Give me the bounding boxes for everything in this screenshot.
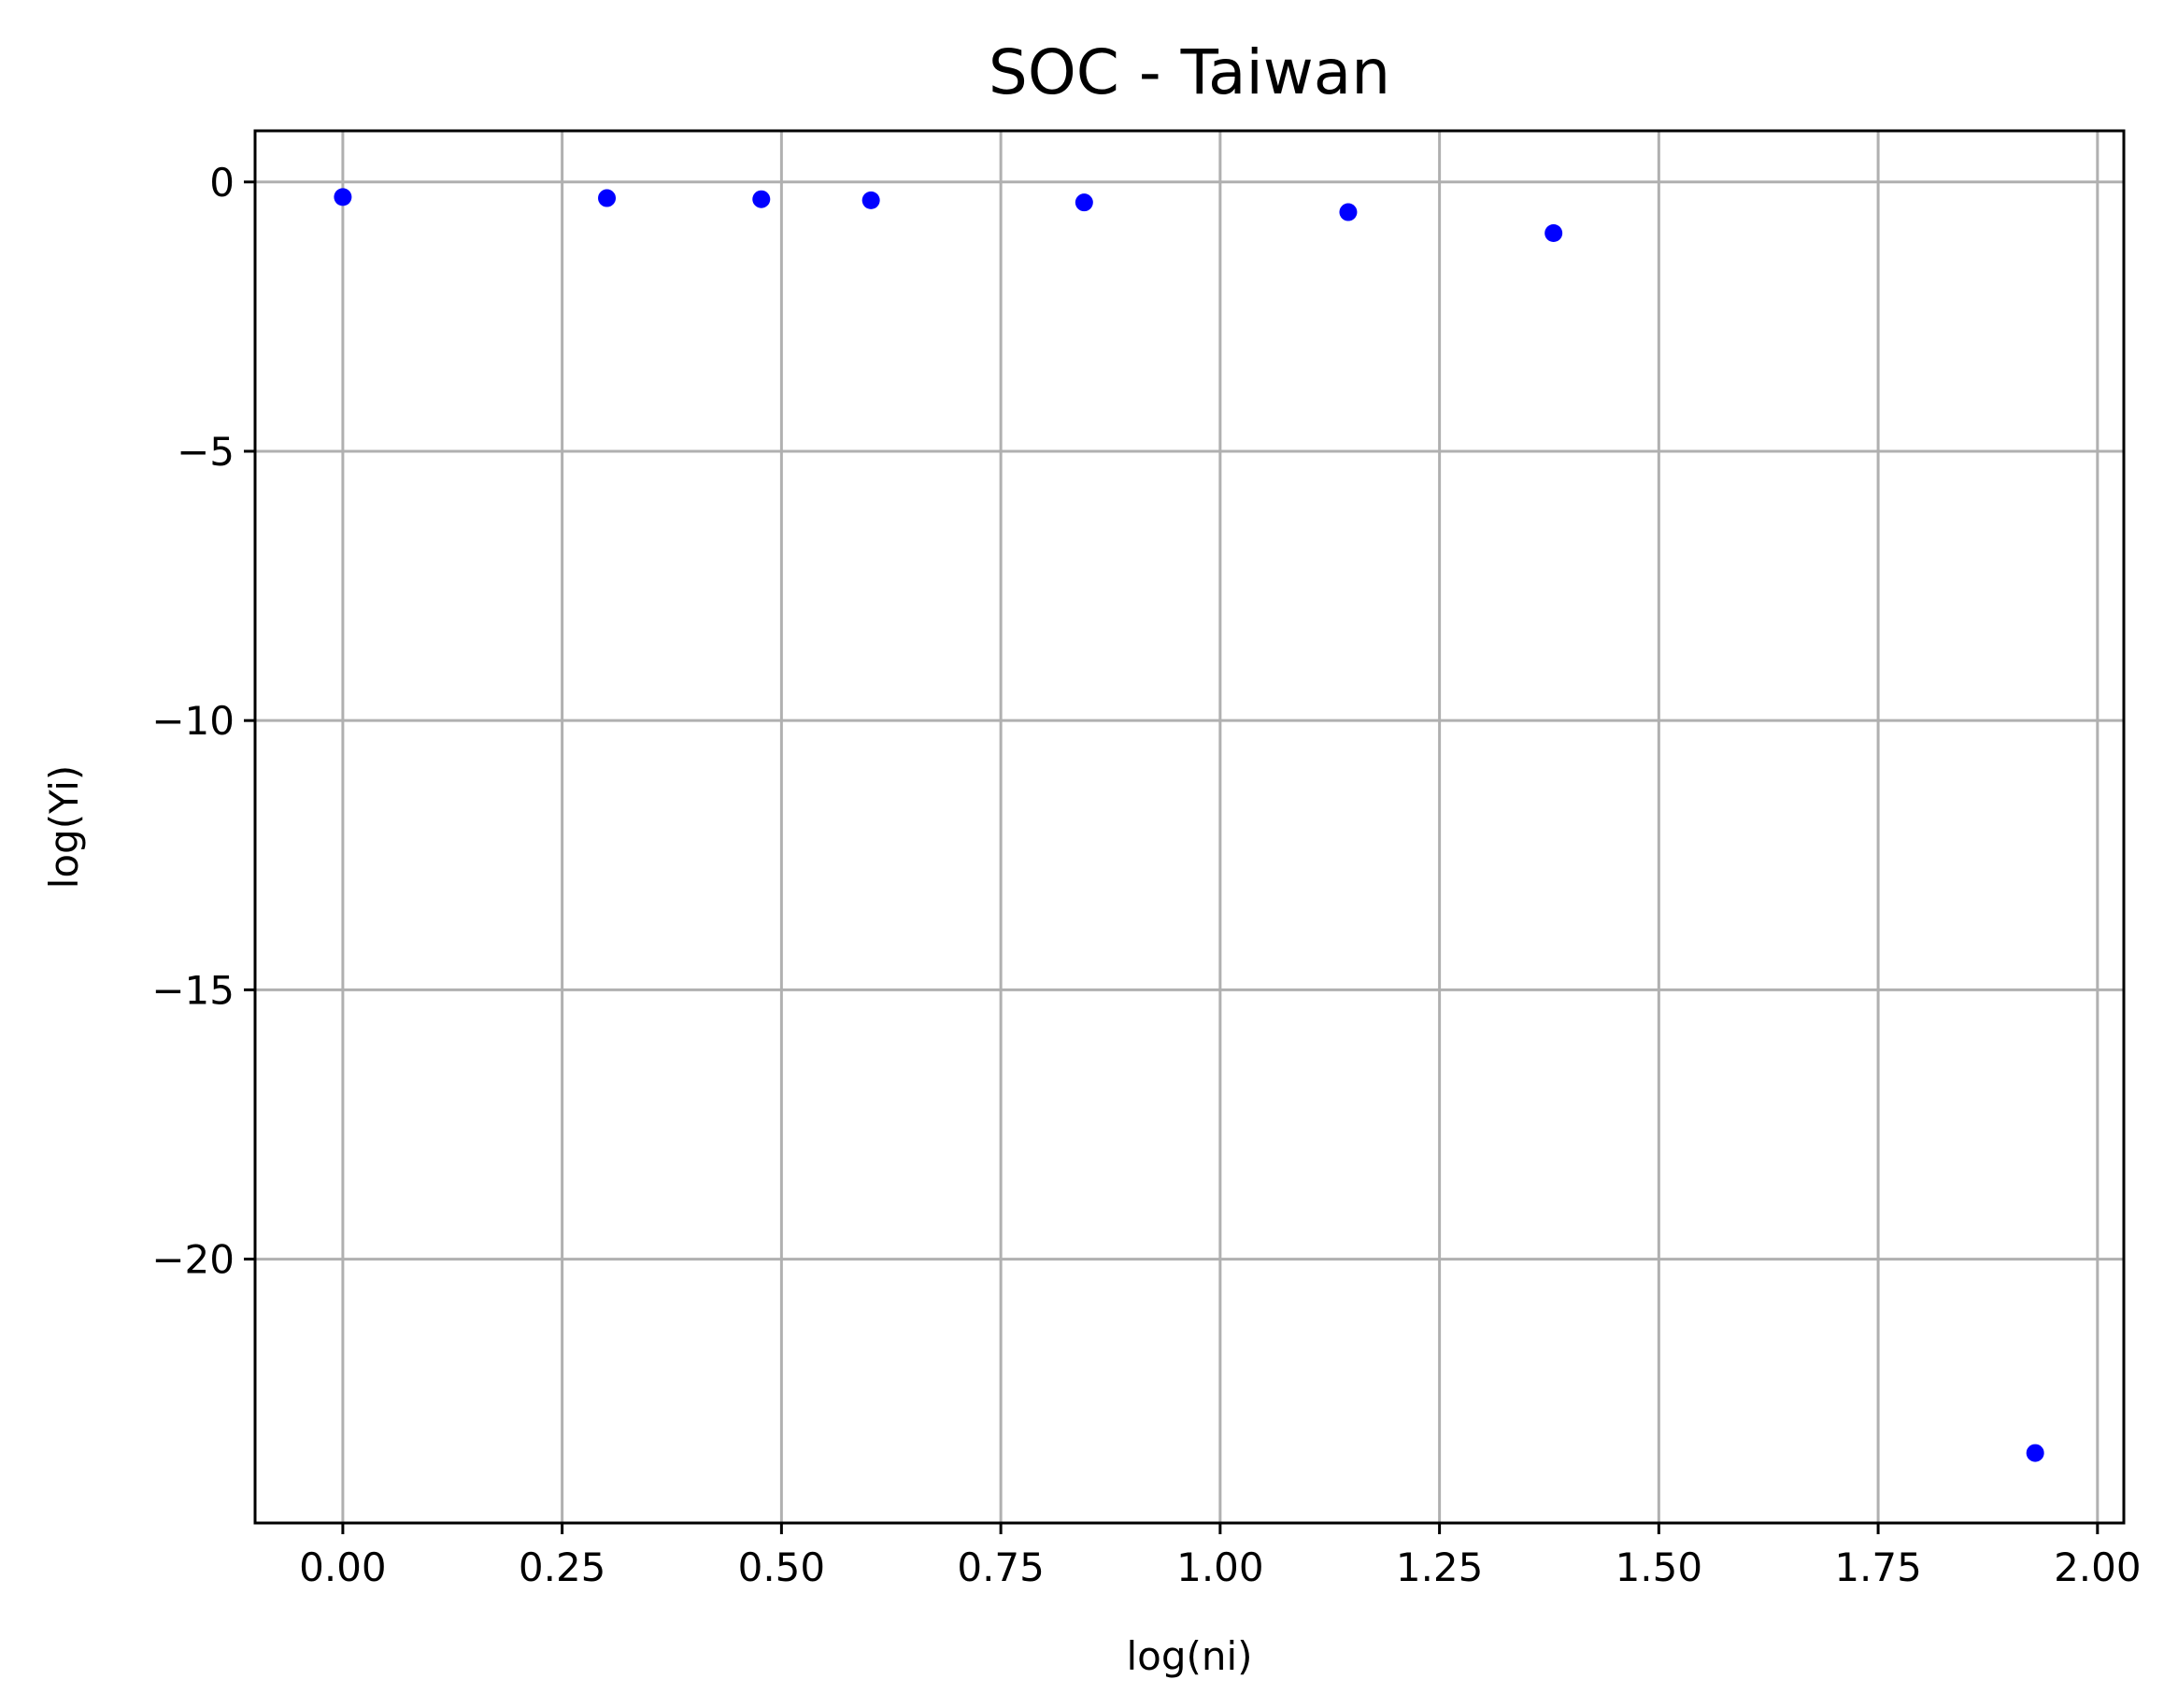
x-axis-label: log(ni) xyxy=(1126,1633,1252,1679)
y-tick-label: −10 xyxy=(151,698,235,744)
x-tick-label: 1.00 xyxy=(1176,1544,1264,1590)
x-tick-label: 0.00 xyxy=(299,1544,387,1590)
data-point xyxy=(1075,193,1093,212)
x-tick-label: 0.75 xyxy=(957,1544,1045,1590)
points-layer xyxy=(334,188,2044,1462)
x-tick-label: 1.75 xyxy=(1834,1544,1922,1590)
y-tick-label: −20 xyxy=(151,1237,235,1283)
y-tick-label: −5 xyxy=(177,429,235,475)
x-tick-label: 2.00 xyxy=(2054,1544,2142,1590)
x-tick-label: 0.25 xyxy=(519,1544,606,1590)
data-point xyxy=(1545,224,1563,243)
x-tick-label: 1.25 xyxy=(1396,1544,1484,1590)
chart-title: SOC - Taiwan xyxy=(989,36,1390,108)
data-point xyxy=(1339,203,1358,221)
data-point xyxy=(861,191,880,209)
y-tick-label: 0 xyxy=(209,160,235,206)
plot-frame xyxy=(253,129,2126,1525)
data-point xyxy=(2026,1444,2044,1462)
x-tick-label: 0.50 xyxy=(738,1544,826,1590)
ticks-layer: 0.00 0.25 0.50 0.75 1.00 1.25 1.50 1.75 2.00 0 −5 −… xyxy=(151,160,2141,1590)
y-tick-label: −15 xyxy=(151,967,235,1013)
data-point xyxy=(752,190,771,208)
y-axis-label: log(Yi) xyxy=(41,765,87,890)
grid-layer xyxy=(255,131,2124,1523)
x-tick-label: 1.50 xyxy=(1616,1544,1703,1590)
data-point xyxy=(598,189,617,207)
data-point xyxy=(334,188,352,206)
